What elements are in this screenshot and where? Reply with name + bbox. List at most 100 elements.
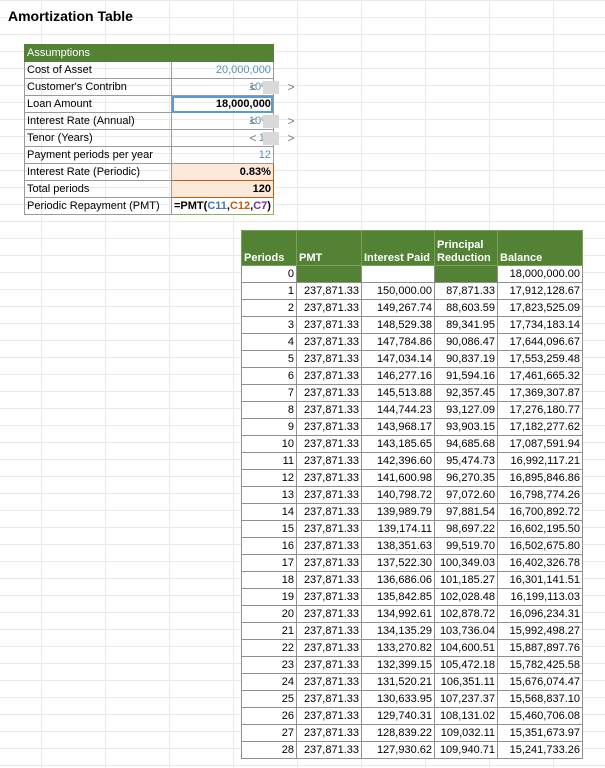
cell-period[interactable]: 12 [241,469,297,487]
cell-pmt[interactable]: 237,871.33 [296,656,362,674]
cell-balance[interactable]: 15,992,498.27 [497,622,583,640]
cell-interest-paid[interactable]: 142,396.60 [361,452,435,470]
loan-amount-label[interactable]: Loan Amount [24,95,172,113]
payment-periods-value[interactable]: 12 [171,146,274,164]
interest-rate-periodic-label[interactable]: Interest Rate (Periodic) [24,163,172,181]
customer-contribution-label[interactable]: Customer's Contribn [24,78,172,96]
assumptions-header-value[interactable] [171,44,274,62]
cell-interest-paid[interactable]: 139,174.11 [361,520,435,538]
total-periods-value[interactable]: 120 [171,180,274,198]
tenor-spinner[interactable]: < > [247,131,299,146]
loan-amount-value[interactable]: 18,000,000 [171,95,274,113]
cell-pmt[interactable]: 237,871.33 [296,741,362,759]
cell-principal-reduction[interactable]: 108,131.02 [434,707,498,725]
cell-period[interactable]: 17 [241,554,297,572]
cell-principal-reduction[interactable]: 105,472.18 [434,656,498,674]
cell-interest-paid[interactable]: 144,744.23 [361,401,435,419]
col-header-balance[interactable]: Balance [497,230,583,266]
cell-interest-paid[interactable]: 136,686.06 [361,571,435,589]
cell-principal-reduction[interactable]: 97,072.60 [434,486,498,504]
cell-period[interactable]: 9 [241,418,297,436]
arrow-right-icon[interactable]: > [287,131,295,145]
cell-interest-paid[interactable]: 143,968.17 [361,418,435,436]
cell-principal-reduction[interactable]: 102,878.72 [434,605,498,623]
cell-interest-paid[interactable]: 137,522.30 [361,554,435,572]
cell-period[interactable]: 23 [241,656,297,674]
cell-balance[interactable]: 15,676,074.47 [497,673,583,691]
cell-balance[interactable]: 15,351,673.97 [497,724,583,742]
cell-pmt[interactable]: 237,871.33 [296,384,362,402]
cell-pmt[interactable] [296,265,362,283]
cell-balance[interactable]: 15,887,897.76 [497,639,583,657]
cell-period[interactable]: 1 [241,282,297,300]
cell-interest-paid[interactable]: 145,513.88 [361,384,435,402]
cell-balance[interactable]: 16,096,234.31 [497,605,583,623]
cell-pmt[interactable]: 237,871.33 [296,282,362,300]
cell-period[interactable]: 3 [241,316,297,334]
cell-principal-reduction[interactable]: 90,086.47 [434,333,498,351]
cell-pmt[interactable]: 237,871.33 [296,520,362,538]
cell-balance[interactable]: 17,087,591.94 [497,435,583,453]
cell-interest-paid[interactable]: 128,839.22 [361,724,435,742]
cell-pmt[interactable]: 237,871.33 [296,435,362,453]
cell-pmt[interactable]: 237,871.33 [296,503,362,521]
cell-principal-reduction[interactable]: 109,032.11 [434,724,498,742]
cell-period[interactable]: 21 [241,622,297,640]
cell-pmt[interactable]: 237,871.33 [296,622,362,640]
cell-pmt[interactable]: 237,871.33 [296,639,362,657]
cell-period[interactable]: 4 [241,333,297,351]
cell-interest-paid[interactable]: 134,992.61 [361,605,435,623]
cell-principal-reduction[interactable]: 100,349.03 [434,554,498,572]
cell-period[interactable]: 5 [241,350,297,368]
cell-balance[interactable]: 16,602,195.50 [497,520,583,538]
cell-interest-paid[interactable]: 130,633.95 [361,690,435,708]
cell-balance[interactable]: 15,782,425.58 [497,656,583,674]
cell-interest-paid[interactable]: 133,270.82 [361,639,435,657]
cell-interest-paid[interactable] [361,265,435,283]
arrow-left-icon[interactable]: < [249,131,257,145]
spinner-thumb[interactable] [263,132,279,145]
cell-period[interactable]: 22 [241,639,297,657]
cell-period[interactable]: 19 [241,588,297,606]
interest-rate-periodic-value[interactable]: 0.83% [171,163,274,181]
col-header-interest-paid[interactable]: Interest Paid [361,230,435,266]
cell-principal-reduction[interactable]: 88,603.59 [434,299,498,317]
cell-balance[interactable]: 17,644,096.67 [497,333,583,351]
cell-period[interactable]: 14 [241,503,297,521]
cell-principal-reduction[interactable]: 93,903.15 [434,418,498,436]
cell-balance[interactable]: 16,992,117.21 [497,452,583,470]
cell-period[interactable]: 13 [241,486,297,504]
cell-pmt[interactable]: 237,871.33 [296,350,362,368]
arrow-left-icon[interactable]: < [249,80,257,94]
cell-balance[interactable]: 17,182,277.62 [497,418,583,436]
cell-period[interactable]: 0 [241,265,297,283]
cell-pmt[interactable]: 237,871.33 [296,724,362,742]
cell-interest-paid[interactable]: 150,000.00 [361,282,435,300]
total-periods-label[interactable]: Total periods [24,180,172,198]
cell-interest-paid[interactable]: 143,185.65 [361,435,435,453]
cell-interest-paid[interactable]: 147,034.14 [361,350,435,368]
cell-pmt[interactable]: 237,871.33 [296,588,362,606]
cell-period[interactable]: 2 [241,299,297,317]
cell-principal-reduction[interactable]: 102,028.48 [434,588,498,606]
cell-pmt[interactable]: 237,871.33 [296,486,362,504]
interest-rate-annual-label[interactable]: Interest Rate (Annual) [24,112,172,130]
cell-pmt[interactable]: 237,871.33 [296,367,362,385]
cell-interest-paid[interactable]: 135,842.85 [361,588,435,606]
cost-of-asset-label[interactable]: Cost of Asset [24,61,172,79]
cell-principal-reduction[interactable]: 89,341.95 [434,316,498,334]
cell-pmt[interactable]: 237,871.33 [296,299,362,317]
cell-balance[interactable]: 16,700,892.72 [497,503,583,521]
cell-pmt[interactable]: 237,871.33 [296,690,362,708]
cell-period[interactable]: 20 [241,605,297,623]
cell-principal-reduction[interactable]: 109,940.71 [434,741,498,759]
cell-principal-reduction[interactable]: 94,685.68 [434,435,498,453]
cell-pmt[interactable]: 237,871.33 [296,418,362,436]
cell-principal-reduction[interactable]: 87,871.33 [434,282,498,300]
cell-principal-reduction[interactable]: 90,837.19 [434,350,498,368]
cell-interest-paid[interactable]: 139,989.79 [361,503,435,521]
cell-period[interactable]: 11 [241,452,297,470]
cell-pmt[interactable]: 237,871.33 [296,537,362,555]
cell-period[interactable]: 27 [241,724,297,742]
cell-principal-reduction[interactable]: 101,185.27 [434,571,498,589]
